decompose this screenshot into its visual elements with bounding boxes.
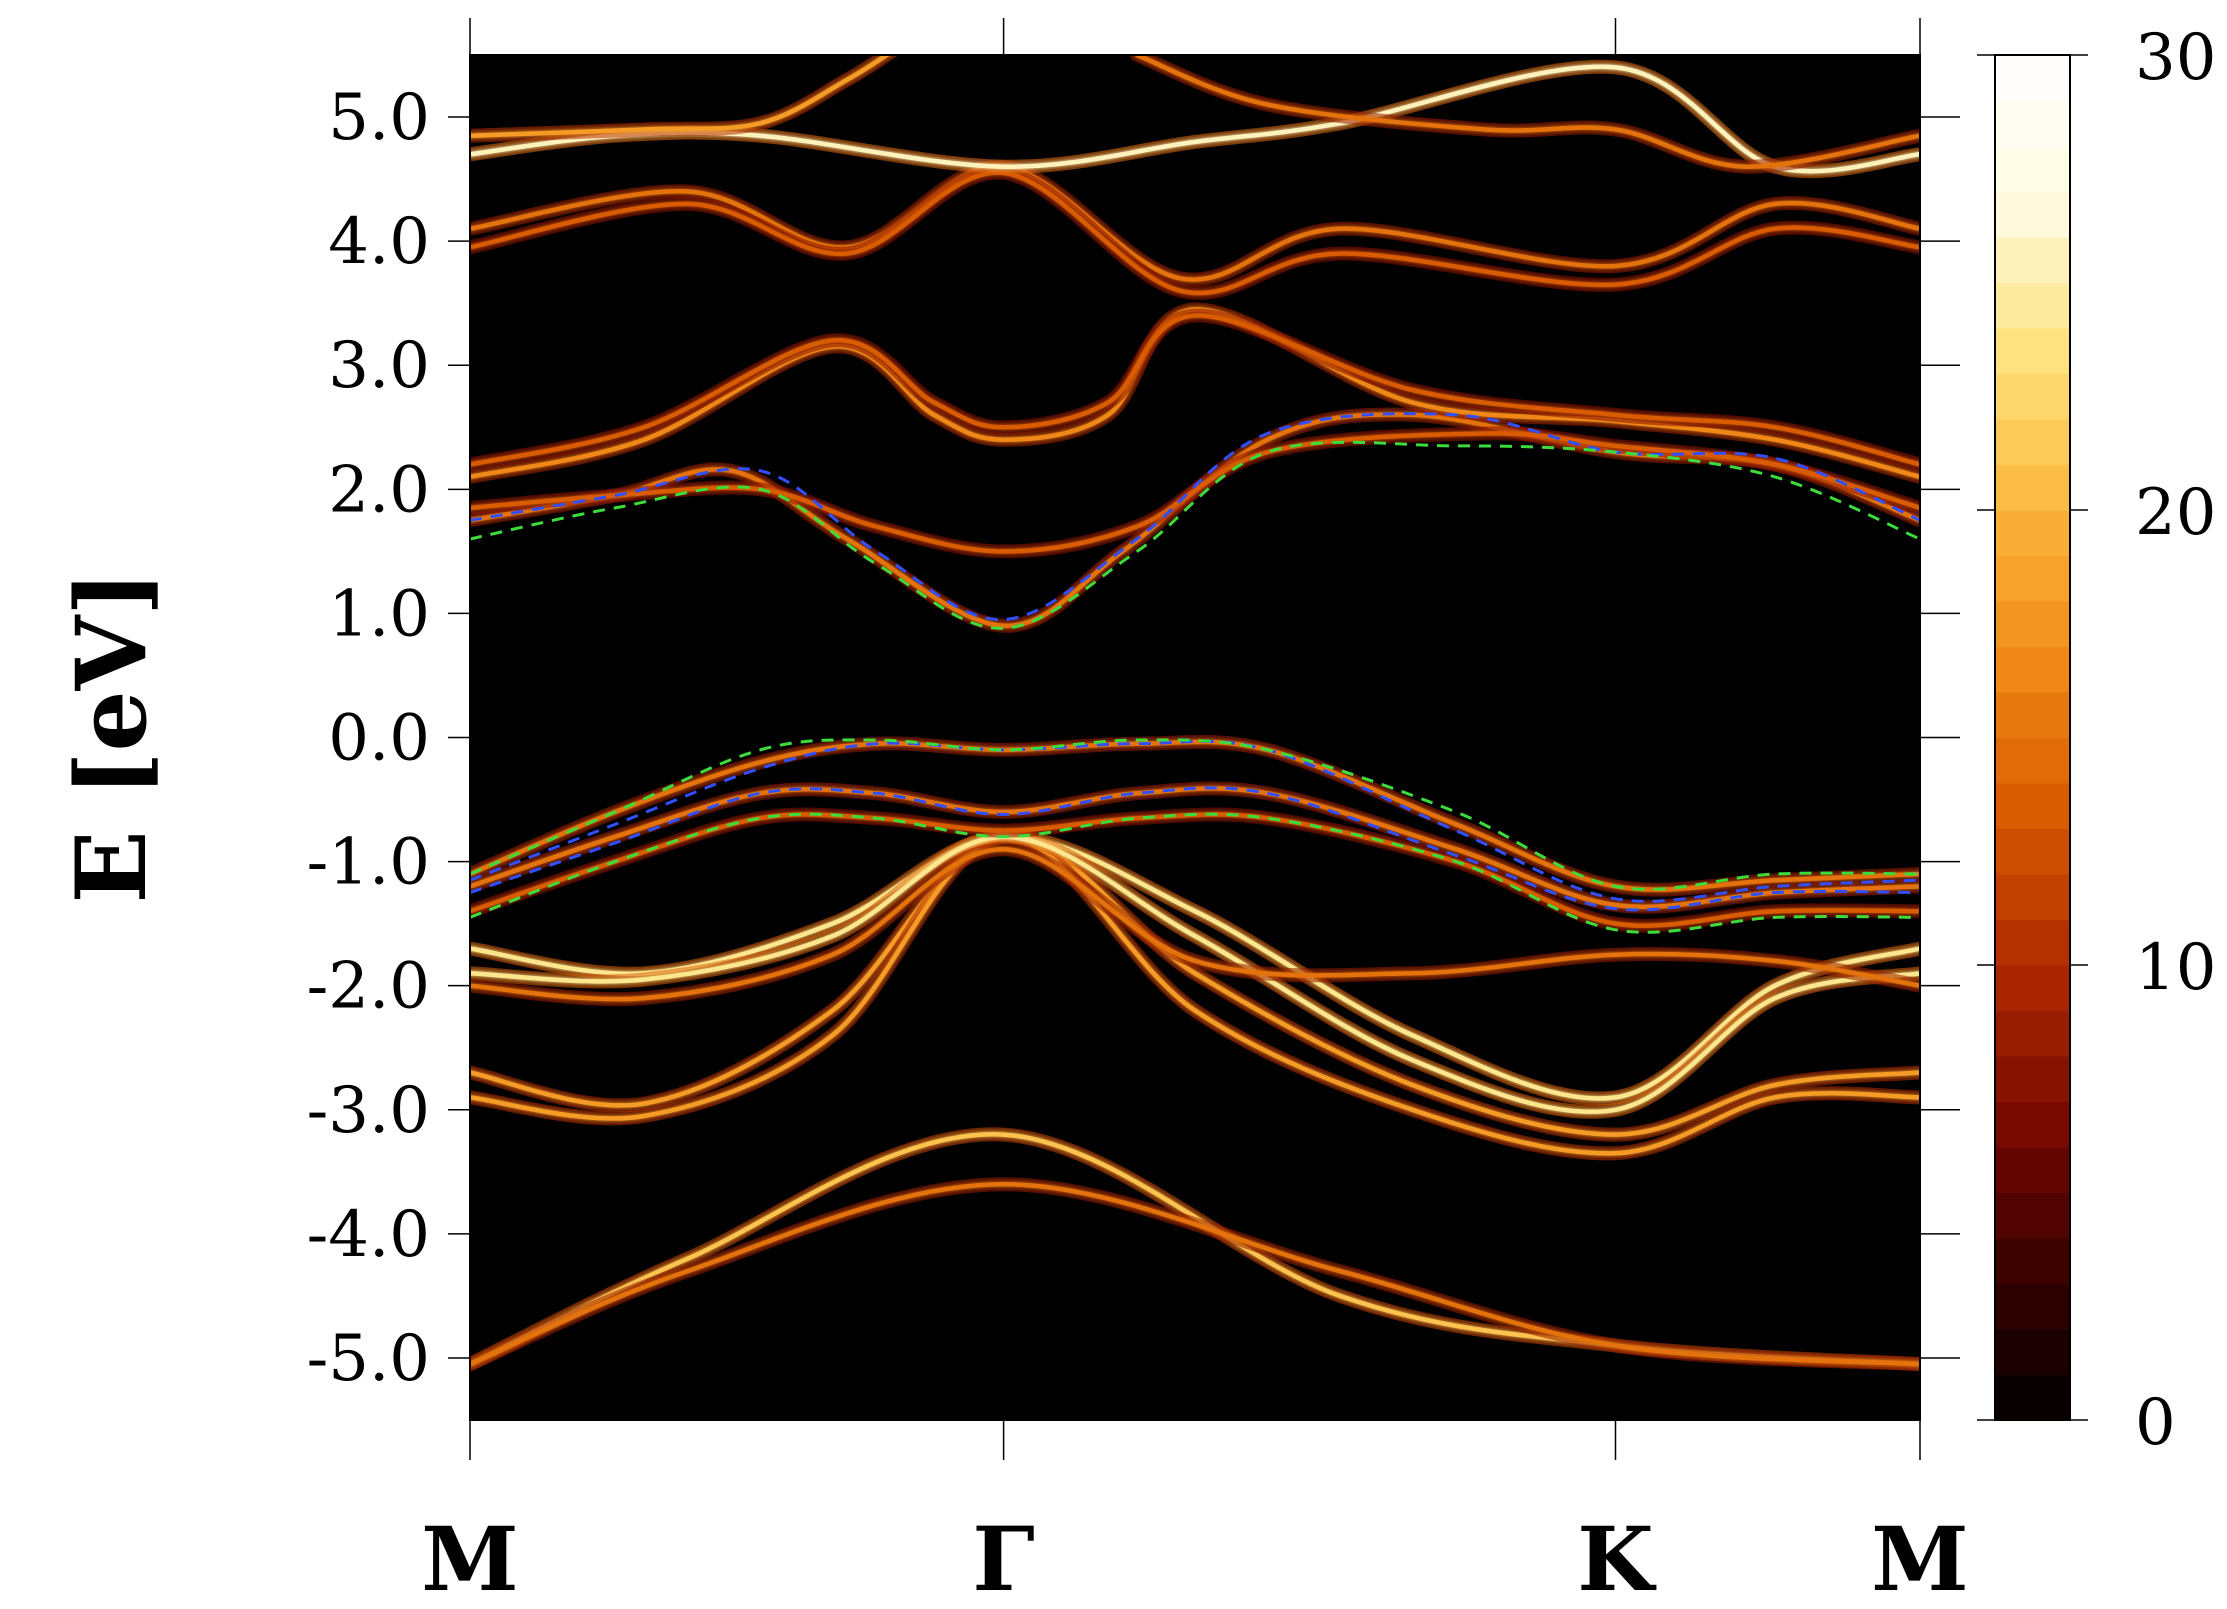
overlay-line-3: [470, 786, 1920, 912]
ytick-label: -1.0: [307, 826, 430, 900]
colorbar-ticks: 0 10 20 30: [1977, 21, 2216, 1460]
ytick-label: -5.0: [307, 1322, 430, 1396]
band-14: [470, 164, 1920, 282]
band-18: [1134, 55, 1920, 169]
ytick-label: 5.0: [328, 81, 430, 155]
colorbar-step: [1995, 1147, 2070, 1194]
ytick-label: 3.0: [328, 329, 430, 403]
overlay-layer: [470, 412, 1920, 934]
band-5: [470, 834, 1920, 1115]
kpoint-label: Γ: [972, 1507, 1034, 1609]
band-17: [470, 55, 891, 138]
colorbar-step: [1995, 464, 2070, 511]
colorbar-step: [1995, 146, 2070, 193]
band-11: [470, 431, 1920, 554]
ytick-label: 0.0: [328, 702, 430, 776]
colorbar-step: [1995, 328, 2070, 375]
colorbar-step: [1995, 646, 2070, 693]
overlay-line-2: [470, 739, 1920, 903]
ytick-label: 4.0: [328, 205, 430, 279]
ytick-label: 2.0: [328, 453, 430, 527]
colorbar-step: [1995, 828, 2070, 875]
colorbar-tick-label: 30: [2135, 21, 2216, 95]
colorbar-tick-label: 10: [2135, 931, 2216, 1005]
colorbar-step: [1995, 100, 2070, 147]
colorbar-frame: [1994, 54, 2071, 1421]
y-axis: 5.0 4.0 3.0 2.0 1.0 0.0 -1.0 -2.0 -3.0 -4.0 -5.0: [307, 81, 1960, 1396]
band-15: [470, 170, 1920, 296]
colorbar-tick-label: 0: [2135, 1386, 2176, 1460]
ytick-label: -4.0: [307, 1198, 430, 1272]
overlay-line-4: [470, 738, 1920, 891]
band-6: [470, 846, 1920, 1002]
band-7: [470, 739, 1920, 892]
colorbar-step: [1995, 1192, 2070, 1239]
overlay-line-5: [470, 812, 1920, 934]
colorbar-step: [1995, 55, 2070, 102]
colorbar-step: [1995, 783, 2070, 830]
band-13: [470, 313, 1920, 467]
colorbar-step: [1995, 1010, 2070, 1057]
colorbar-step: [1995, 237, 2070, 284]
colorbar-step: [1995, 191, 2070, 238]
colorbar-tick-label: 20: [2135, 476, 2216, 550]
colorbar-step: [1995, 1238, 2070, 1285]
band-8: [470, 786, 1920, 910]
ytick-label: 1.0: [328, 577, 430, 651]
kpoint-label: K: [1577, 1507, 1657, 1609]
colorbar-step: [1995, 373, 2070, 420]
bands-layer: [470, 55, 1920, 1372]
colorbar-step: [1995, 692, 2070, 739]
overlay-line-1: [470, 440, 1920, 630]
colorbar-step: [1995, 1283, 2070, 1330]
band-1: [470, 1181, 1920, 1367]
colorbar-step: [1995, 1374, 2070, 1421]
kpoint-label: M: [421, 1507, 518, 1609]
colorbar-step: [1995, 419, 2070, 466]
colorbar-step: [1995, 282, 2070, 329]
colorbar-step: [1995, 919, 2070, 966]
colorbar-step: [1995, 1101, 2070, 1148]
overlay-line-0: [470, 412, 1920, 622]
kpoint-label: M: [1871, 1507, 1968, 1609]
colorbar-step: [1995, 965, 2070, 1012]
colorbar-step: [1995, 555, 2070, 602]
ytick-label: -3.0: [307, 1074, 430, 1148]
colorbar-step: [1995, 1056, 2070, 1103]
colorbar-step: [1995, 601, 2070, 648]
ytick-label: -2.0: [307, 950, 430, 1024]
colorbar-step: [1995, 737, 2070, 784]
y-axis-title: E [eV]: [55, 571, 168, 904]
colorbar-step: [1995, 510, 2070, 557]
colorbar-step: [1995, 874, 2070, 921]
band-4: [470, 834, 1920, 1101]
colorbar-step: [1995, 1329, 2070, 1376]
band-3: [470, 834, 1920, 1156]
colorbar-steps: [1994, 54, 2071, 1421]
